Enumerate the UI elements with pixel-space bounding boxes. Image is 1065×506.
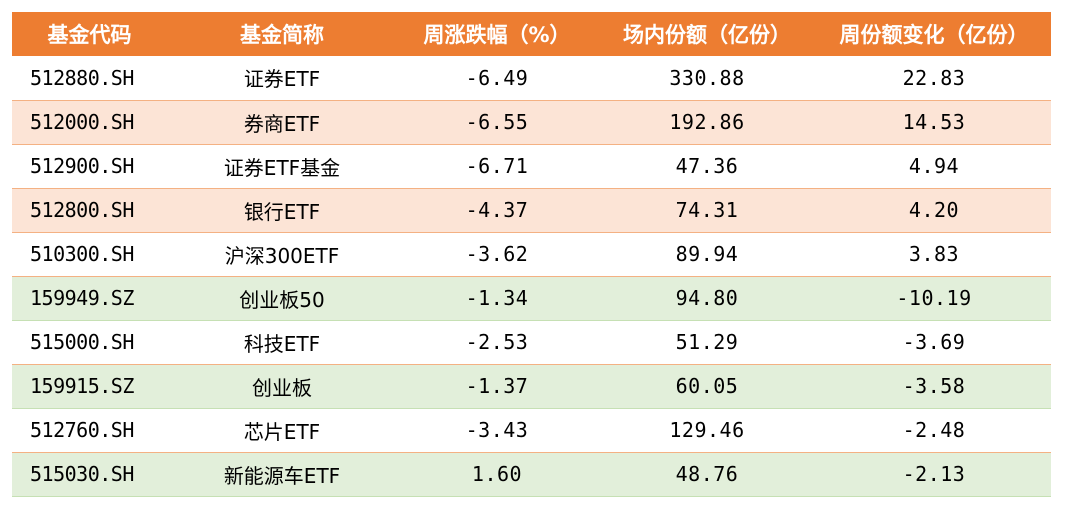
header-fund-name: 基金简称 <box>240 23 324 47</box>
weekly-change-cell: -3.62 <box>465 242 529 266</box>
header-weekly-share-change: 周份额变化（亿份） <box>839 23 1029 47</box>
table-row: 515000.SH 科技ETF -2.53 51.29 -3.69 <box>12 320 1051 364</box>
fund-name-cell: 创业板50 <box>239 287 325 312</box>
table-body: 512880.SH 证券ETF -6.49 330.88 22.83 51200… <box>12 56 1051 496</box>
fund-code-cell: 512880.SH <box>30 65 134 90</box>
table-row: 512000.SH 券商ETF -6.55 192.86 14.53 <box>12 100 1051 144</box>
fund-code-cell: 512760.SH <box>30 418 134 442</box>
table-row: 510300.SH 沪深300ETF -3.62 89.94 3.83 <box>12 232 1051 276</box>
weekly-change-cell: -2.53 <box>465 330 529 354</box>
shares-cell: 89.94 <box>675 242 739 266</box>
share-change-cell: 22.83 <box>902 65 966 90</box>
fund-code-cell: 159915.SZ <box>30 374 134 398</box>
share-change-cell: -3.58 <box>902 374 966 398</box>
table-row: 159915.SZ 创业板 -1.37 60.05 -3.58 <box>12 364 1051 408</box>
weekly-change-cell: -6.49 <box>465 65 529 90</box>
fund-name-cell: 科技ETF <box>243 331 321 356</box>
table-row: 512800.SH 银行ETF -4.37 74.31 4.20 <box>12 188 1051 232</box>
shares-cell: 330.88 <box>669 65 745 90</box>
table-row: 512760.SH 芯片ETF -3.43 129.46 -2.48 <box>12 408 1051 452</box>
share-change-cell: -10.19 <box>896 286 972 310</box>
share-change-cell: 4.94 <box>908 154 960 178</box>
fund-name-cell: 证券ETF <box>243 67 321 92</box>
fund-code-cell: 512900.SH <box>30 154 134 178</box>
fund-name-cell: 证券ETF基金 <box>223 155 341 180</box>
share-change-cell: 14.53 <box>902 110 966 134</box>
header-fund-code: 基金代码 <box>47 23 132 47</box>
fund-name-cell: 银行ETF <box>243 199 321 224</box>
fund-code-cell: 515000.SH <box>30 330 134 354</box>
shares-cell: 94.80 <box>675 286 739 310</box>
weekly-change-cell: -6.71 <box>465 154 529 178</box>
shares-cell: 74.31 <box>675 198 739 222</box>
table-row: 159949.SZ 创业板50 -1.34 94.80 -10.19 <box>12 276 1051 320</box>
etf-share-table: 基金代码 基金简称 周涨跌幅（%） 场内份额（亿份） 周份额变化（亿份） 512… <box>12 12 1051 497</box>
fund-code-cell: 512000.SH <box>30 110 134 134</box>
fund-name-cell: 沪深300ETF <box>224 243 340 268</box>
weekly-change-cell: -3.43 <box>465 418 529 442</box>
fund-code-cell: 159949.SZ <box>30 286 134 310</box>
weekly-change-cell: -1.37 <box>465 374 529 398</box>
fund-name-cell: 券商ETF <box>243 111 321 136</box>
table-row: 512880.SH 证券ETF -6.49 330.88 22.83 <box>12 56 1051 100</box>
header-weekly-change: 周涨跌幅（%） <box>423 23 571 47</box>
weekly-change-cell: -6.55 <box>465 110 529 134</box>
weekly-change-cell: -4.37 <box>465 198 529 222</box>
fund-code-cell: 510300.SH <box>30 242 134 266</box>
share-change-cell: -2.48 <box>902 418 966 442</box>
share-change-cell: 4.20 <box>908 198 960 222</box>
fund-name-cell: 新能源车ETF <box>223 463 341 488</box>
shares-cell: 192.86 <box>669 110 745 134</box>
etf-share-table-container: 基金代码 基金简称 周涨跌幅（%） 场内份额（亿份） 周份额变化（亿份） 512… <box>12 12 1051 497</box>
share-change-cell: -3.69 <box>902 330 966 354</box>
table-row: 512900.SH 证券ETF基金 -6.71 47.36 4.94 <box>12 144 1051 188</box>
fund-name-cell: 芯片ETF <box>243 419 321 444</box>
shares-cell: 129.46 <box>669 418 745 442</box>
shares-cell: 48.76 <box>675 462 739 486</box>
fund-code-cell: 512800.SH <box>30 198 134 222</box>
header-onsite-shares: 场内份额（亿份） <box>623 23 791 47</box>
weekly-change-cell: 1.60 <box>471 462 523 486</box>
fund-name-cell: 创业板 <box>252 375 312 400</box>
weekly-change-cell: -1.34 <box>465 286 529 310</box>
share-change-cell: -2.13 <box>902 462 966 486</box>
table-row: 515030.SH 新能源车ETF 1.60 48.76 -2.13 <box>12 452 1051 496</box>
shares-cell: 51.29 <box>675 330 739 354</box>
table-header-row: 基金代码 基金简称 周涨跌幅（%） 场内份额（亿份） 周份额变化（亿份） <box>12 12 1051 56</box>
shares-cell: 60.05 <box>675 374 739 398</box>
fund-code-cell: 515030.SH <box>30 462 134 486</box>
shares-cell: 47.36 <box>675 154 739 178</box>
share-change-cell: 3.83 <box>908 242 960 266</box>
